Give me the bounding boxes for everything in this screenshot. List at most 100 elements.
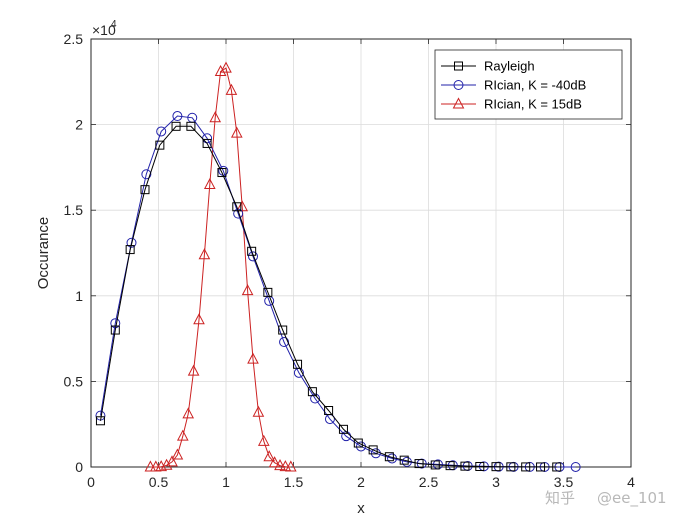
data-point bbox=[506, 462, 516, 472]
data-point bbox=[552, 462, 562, 472]
data-point bbox=[186, 121, 196, 131]
data-point bbox=[263, 450, 276, 462]
y-tick-label: 2.5 bbox=[64, 31, 84, 47]
data-point bbox=[176, 429, 189, 441]
data-point bbox=[247, 246, 257, 256]
data-point bbox=[257, 434, 270, 446]
data-point bbox=[125, 245, 135, 255]
data-point bbox=[268, 456, 281, 468]
data-point bbox=[570, 461, 581, 472]
data-point bbox=[202, 138, 212, 148]
data-point bbox=[278, 325, 288, 335]
data-point bbox=[293, 359, 303, 369]
data-point bbox=[521, 462, 531, 472]
data-point bbox=[274, 459, 286, 471]
watermark: 知乎 @ee_101 bbox=[545, 489, 667, 508]
data-point bbox=[445, 461, 455, 471]
data-point bbox=[110, 325, 120, 335]
tick-marks bbox=[90, 38, 632, 468]
data-point bbox=[198, 248, 211, 260]
data-point bbox=[368, 445, 378, 455]
data-point bbox=[166, 455, 178, 467]
y-multiplier-exponent: 4 bbox=[111, 19, 117, 30]
data-point bbox=[399, 455, 409, 465]
legend-items: Rayleigh RIcian, K = -40dB RIcian, K = 15d… bbox=[441, 59, 586, 112]
data-point bbox=[241, 284, 254, 296]
x-tick-label: 2 bbox=[357, 474, 365, 490]
data-point bbox=[156, 126, 167, 137]
series-layer bbox=[95, 61, 581, 472]
data-point bbox=[279, 337, 290, 348]
data-point bbox=[217, 168, 227, 178]
x-tick-label: 1 bbox=[222, 474, 230, 490]
data-point bbox=[338, 424, 348, 434]
y-tick-label: 0 bbox=[75, 459, 83, 475]
data-point bbox=[155, 140, 165, 150]
x-tick-label: 0 bbox=[87, 474, 95, 490]
legend-label: Rayleigh bbox=[484, 59, 535, 74]
data-point bbox=[475, 461, 485, 471]
data-point bbox=[171, 121, 181, 131]
data-point bbox=[252, 405, 265, 417]
data-point bbox=[232, 202, 242, 212]
data-point bbox=[284, 460, 297, 472]
series-line bbox=[100, 125, 557, 468]
data-point bbox=[187, 364, 200, 376]
watermark-site: 知乎 bbox=[545, 489, 575, 507]
data-point bbox=[182, 407, 195, 419]
x-axis-label: x bbox=[357, 500, 365, 517]
y-multiplier-base: ×10 bbox=[92, 22, 116, 38]
data-point bbox=[460, 461, 470, 471]
data-point bbox=[279, 460, 292, 472]
data-point bbox=[324, 406, 334, 416]
legend: Rayleigh RIcian, K = -40dB RIcian, K = 15d… bbox=[434, 49, 623, 120]
data-point bbox=[353, 438, 363, 448]
data-point bbox=[430, 460, 440, 470]
series-triangle bbox=[144, 61, 297, 472]
legend-marker bbox=[452, 97, 465, 109]
x-tick-labels: 0 0.5 1 1.5 2 2.5 3 3.5 4 bbox=[87, 474, 635, 490]
legend-marker bbox=[453, 80, 464, 90]
data-point bbox=[247, 352, 259, 364]
x-tick-label: 1.5 bbox=[284, 474, 304, 490]
data-point bbox=[230, 126, 243, 138]
data-point bbox=[307, 387, 317, 397]
data-point bbox=[95, 416, 105, 426]
y-axis-label: Occurance bbox=[35, 217, 52, 290]
data-point bbox=[209, 111, 222, 123]
data-point bbox=[171, 448, 184, 460]
y-tick-label: 1 bbox=[75, 288, 83, 304]
legend-label: RIcian, K = 15dB bbox=[484, 97, 582, 112]
series-square bbox=[95, 121, 562, 472]
data-point bbox=[263, 287, 273, 297]
y-tick-labels: 0 0.5 1 1.5 2 2.5 bbox=[64, 31, 84, 475]
legend-entry: RIcian, K = 15dB bbox=[441, 97, 582, 112]
data-point bbox=[491, 462, 501, 472]
legend-entry: RIcian, K = -40dB bbox=[441, 78, 586, 93]
data-point bbox=[536, 462, 546, 472]
legend-entry: Rayleigh bbox=[441, 59, 535, 74]
data-point bbox=[233, 208, 244, 219]
y-tick-label: 1.5 bbox=[64, 202, 84, 218]
data-point bbox=[225, 83, 238, 95]
data-point bbox=[384, 452, 394, 462]
legend-label: RIcian, K = -40dB bbox=[484, 78, 586, 93]
watermark-handle: @ee_101 bbox=[597, 489, 667, 508]
y-tick-label: 0.5 bbox=[64, 373, 84, 389]
data-point bbox=[310, 393, 321, 404]
data-point bbox=[140, 185, 150, 195]
data-point bbox=[414, 459, 424, 469]
data-point bbox=[214, 64, 227, 77]
data-point bbox=[172, 111, 183, 122]
x-tick-label: 3 bbox=[492, 474, 500, 490]
data-point bbox=[203, 177, 216, 190]
x-tick-label: 4 bbox=[627, 474, 635, 490]
data-point bbox=[248, 251, 258, 262]
x-tick-label: 2.5 bbox=[419, 474, 439, 490]
x-tick-label: 0.5 bbox=[149, 474, 169, 490]
data-point bbox=[220, 61, 232, 73]
data-point bbox=[141, 169, 152, 180]
legend-marker bbox=[454, 61, 463, 71]
data-point bbox=[126, 237, 137, 248]
